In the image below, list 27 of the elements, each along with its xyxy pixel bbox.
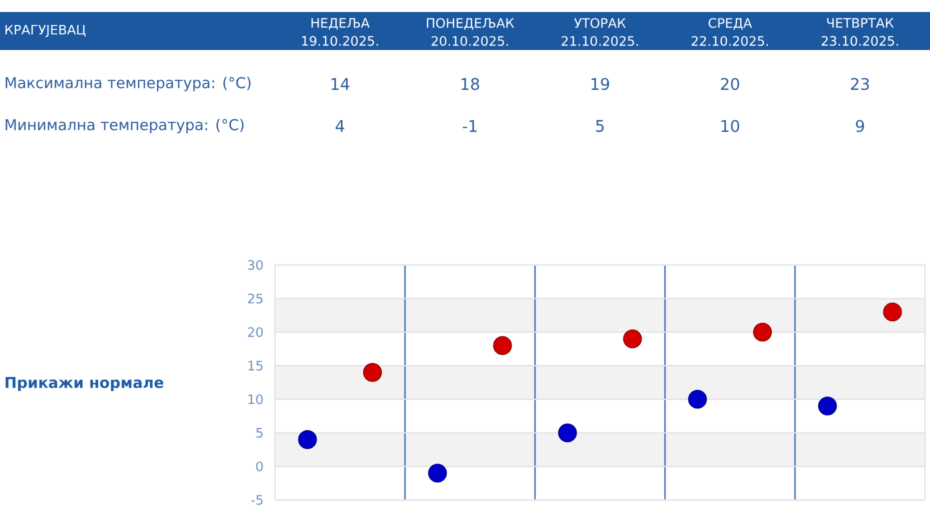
data-label: 4 bbox=[336, 120, 344, 132]
data-label: 10 bbox=[722, 120, 740, 132]
y-tick-label: 15 bbox=[248, 360, 262, 371]
data-label: 5 bbox=[596, 120, 604, 132]
text: КРАГУЈЕВАЦ bbox=[6, 24, 86, 38]
data-label: 19 bbox=[592, 78, 610, 90]
data-label: 14 bbox=[332, 78, 350, 90]
text: Максимална температура: (°C) bbox=[6, 76, 250, 92]
data-label: 23 bbox=[850, 78, 869, 90]
data-label: 18 bbox=[462, 78, 480, 90]
y-tick-label: 25 bbox=[248, 294, 262, 304]
text: НЕДЕЉА 19.10.2025. bbox=[302, 18, 378, 46]
text: УТОРАК 21.10.2025. bbox=[562, 18, 638, 46]
data-label: 9 bbox=[856, 120, 864, 132]
y-tick-label: 30 bbox=[248, 260, 263, 270]
text: Прикажи нормале bbox=[6, 376, 164, 392]
y-tick-label: 20 bbox=[248, 327, 263, 338]
y-tick-label: -5 bbox=[251, 495, 262, 505]
text: СРЕДА 22.10.2025. bbox=[692, 18, 768, 46]
y-tick-label: 10 bbox=[248, 394, 263, 404]
text: Минимална температура: (°C) bbox=[6, 118, 244, 134]
y-tick-label: 5 bbox=[256, 428, 262, 438]
text: ЧЕТВРТАК 23.10.2025. bbox=[822, 18, 898, 46]
data-label: 20 bbox=[720, 78, 740, 90]
y-tick-label: 0 bbox=[256, 462, 263, 472]
data-label: -1 bbox=[462, 120, 476, 132]
text: ПОНЕДЕЉАК 20.10.2025. bbox=[426, 18, 514, 46]
